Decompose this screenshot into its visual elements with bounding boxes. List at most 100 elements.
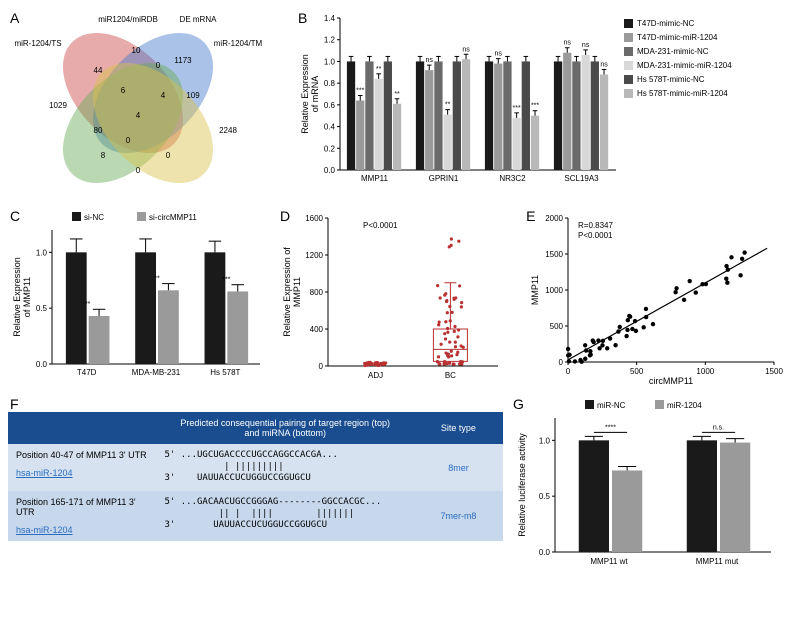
th-blank <box>8 412 157 444</box>
svg-text:1200: 1200 <box>305 251 323 260</box>
svg-text:BC: BC <box>445 371 456 380</box>
mirna-link[interactable]: hsa-miR-1204 <box>16 525 73 535</box>
venn-n-ry: 109 <box>186 91 200 100</box>
svg-text:Relative Expression: Relative Expression <box>12 257 22 337</box>
svg-text:**: ** <box>85 301 91 308</box>
svg-text:****: **** <box>605 424 616 431</box>
venn-n-blue: 1029 <box>49 101 67 110</box>
svg-text:miR-NC: miR-NC <box>597 401 626 410</box>
svg-text:of MMP11: of MMP11 <box>22 277 32 317</box>
alignment: 5' ...UGCUGACCCCUGCCAGGCCACGA... | |||||… <box>165 450 406 485</box>
svg-text:500: 500 <box>550 322 564 331</box>
svg-text:T47D: T47D <box>77 368 97 377</box>
svg-text:***: *** <box>513 105 521 112</box>
svg-text:MMP11 wt: MMP11 wt <box>590 557 628 566</box>
venn-n-by: 8 <box>101 151 106 160</box>
svg-text:P<0.0001: P<0.0001 <box>363 221 398 230</box>
svg-text:1000: 1000 <box>696 367 714 376</box>
svg-text:MDA-231-mimic-miR-1204: MDA-231-mimic-miR-1204 <box>637 61 732 70</box>
svg-text:Relative Expression of: Relative Expression of <box>282 247 292 337</box>
panel-d-label: D <box>280 208 290 224</box>
svg-text:0: 0 <box>566 367 571 376</box>
venn-n-rb: 44 <box>94 66 103 75</box>
svg-text:miR-1204: miR-1204 <box>667 401 702 410</box>
panel-e-scatter: E 0 500 1000 1500 2000 0 500 1000 1500 MMP11 circM… <box>524 206 786 386</box>
panel-b-label: B <box>298 10 307 26</box>
svg-text:0.2: 0.2 <box>324 144 336 153</box>
svg-text:ns: ns <box>426 57 434 64</box>
svg-text:NR3C2: NR3C2 <box>499 174 526 183</box>
panel-f-label: F <box>10 396 19 412</box>
svg-text:0.8: 0.8 <box>324 79 336 88</box>
svg-text:P<0.0001: P<0.0001 <box>578 231 613 240</box>
svg-text:1.0: 1.0 <box>324 57 336 66</box>
svg-text:**: ** <box>394 91 400 98</box>
svg-text:1600: 1600 <box>305 214 323 223</box>
svg-text:MMP11: MMP11 <box>292 277 302 307</box>
venn-n-bgy: 0 <box>126 136 131 145</box>
panel-e-label: E <box>526 208 535 224</box>
panel-f-alignment-table: F Predicted consequential pairing of tar… <box>8 394 503 574</box>
svg-text:Relative Expression: Relative Expression <box>300 54 310 134</box>
venn-n-red: 10 <box>132 46 141 55</box>
svg-text:**: ** <box>376 66 382 73</box>
panel-c-label: C <box>10 208 20 224</box>
svg-text:***: *** <box>356 88 364 95</box>
th-sitetype: Site type <box>414 412 503 444</box>
svg-text:400: 400 <box>310 325 324 334</box>
svg-text:of mRNA: of mRNA <box>310 76 320 113</box>
venn-label-tm: miR-1204/TM <box>214 39 263 48</box>
svg-text:0.6: 0.6 <box>324 101 336 110</box>
svg-text:1500: 1500 <box>545 250 563 259</box>
venn-n-green: 1173 <box>174 56 192 65</box>
svg-text:T47D-mimic-miR-1204: T47D-mimic-miR-1204 <box>637 33 718 42</box>
svg-text:1000: 1000 <box>545 286 563 295</box>
svg-text:0.4: 0.4 <box>324 123 336 132</box>
pos-text: Position 40-47 of MMP11 3' UTR <box>16 450 149 460</box>
svg-text:si-NC: si-NC <box>84 213 104 222</box>
panel-g-label: G <box>513 396 524 412</box>
svg-text:n.s.: n.s. <box>713 424 724 431</box>
site-type: 8mer <box>414 444 503 491</box>
svg-text:R=0.8347: R=0.8347 <box>578 221 613 230</box>
svg-text:Hs 578T-mimic-NC: Hs 578T-mimic-NC <box>637 75 705 84</box>
svg-text:1500: 1500 <box>765 367 783 376</box>
svg-text:500: 500 <box>630 367 644 376</box>
svg-text:ns: ns <box>462 46 470 53</box>
svg-text:***: *** <box>531 103 539 110</box>
venn-label-ts: miR-1204/TS <box>14 39 61 48</box>
mirna-link[interactable]: hsa-miR-1204 <box>16 468 73 478</box>
svg-text:0.0: 0.0 <box>539 548 551 557</box>
panel-a-venn: A miR1204/miRDB miR-1204/TS DE mRNA miR-… <box>8 8 288 198</box>
svg-text:ADJ: ADJ <box>368 371 383 380</box>
alignment: 5' ...GACAACUGCCGGGAG--------GGCCACGC...… <box>165 497 406 532</box>
svg-text:ns: ns <box>495 51 503 58</box>
svg-text:MMP11: MMP11 <box>530 275 540 305</box>
venn-n-all: 4 <box>136 111 141 120</box>
svg-text:1.4: 1.4 <box>324 14 336 23</box>
venn-n-gy: 0 <box>166 151 171 160</box>
svg-text:ns: ns <box>564 40 572 47</box>
svg-text:ns: ns <box>582 42 590 49</box>
venn-label-de: DE mRNA <box>180 15 218 24</box>
svg-text:circMMP11: circMMP11 <box>649 376 693 386</box>
panel-b-bar-chart: B 0.00.20.40.60.81.01.21.4Relative Expre… <box>296 8 786 198</box>
venn-n-bg: 80 <box>94 126 103 135</box>
svg-text:***: *** <box>222 276 230 283</box>
svg-text:0: 0 <box>559 358 564 367</box>
venn-n-rgy: 4 <box>161 91 166 100</box>
panel-c-bar-chart: C 0.00.51.0Relative Expressionof MMP11**… <box>8 206 270 386</box>
svg-text:800: 800 <box>310 288 324 297</box>
svg-text:GPRIN1: GPRIN1 <box>429 174 459 183</box>
venn-label-mirdb: miR1204/miRDB <box>98 15 158 24</box>
pos-text: Position 165-171 of MMP11 3' UTR <box>16 497 149 517</box>
svg-text:2000: 2000 <box>545 214 563 223</box>
svg-text:0.5: 0.5 <box>539 492 551 501</box>
svg-text:0.5: 0.5 <box>36 304 48 313</box>
svg-text:1.0: 1.0 <box>539 436 551 445</box>
panel-a-label: A <box>10 10 19 26</box>
svg-text:T47D-mimic-NC: T47D-mimic-NC <box>637 19 695 28</box>
svg-text:SCL19A3: SCL19A3 <box>564 174 599 183</box>
svg-text:0.0: 0.0 <box>324 166 336 175</box>
th-pairing: Predicted consequential pairing of targe… <box>157 412 414 444</box>
